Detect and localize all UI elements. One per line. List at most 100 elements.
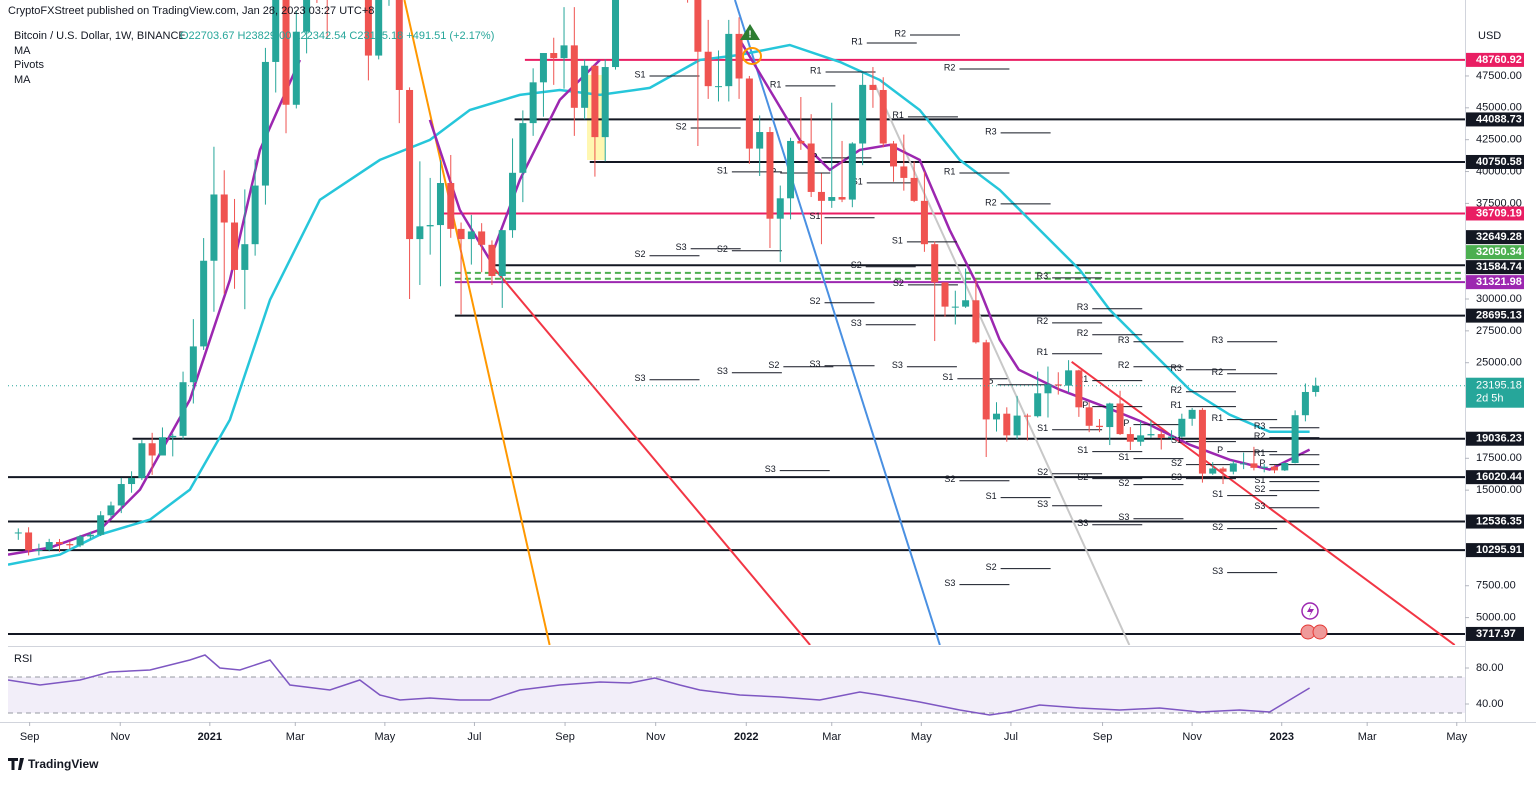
candle-body	[570, 45, 578, 108]
x-tick-label: Sep	[20, 731, 40, 743]
x-tick-label: Nov	[110, 731, 130, 743]
candle-body	[447, 183, 455, 229]
candle-body	[1126, 434, 1134, 442]
price-label: 23195.18	[1476, 380, 1522, 392]
pivot-label: S1	[634, 69, 645, 79]
indicator: Pivots	[14, 59, 44, 71]
candle-body	[1075, 370, 1083, 408]
candle-body	[1157, 434, 1165, 438]
y-tick-label: 40.00	[1476, 698, 1504, 710]
level-label: 31321.98	[1476, 276, 1522, 288]
indicator: MA	[14, 45, 31, 57]
candle-body	[787, 140, 795, 199]
y-tick-label: 27500.00	[1476, 325, 1522, 337]
x-tick-label: Mar	[822, 731, 841, 743]
candle-body	[488, 244, 496, 277]
candle-body	[694, 0, 702, 52]
candle-body	[1250, 463, 1258, 468]
trendline	[1071, 361, 1456, 645]
candle-body	[1023, 415, 1031, 417]
pivot-label: R1	[1170, 400, 1182, 410]
candle-body	[982, 342, 990, 420]
event-flag[interactable]	[1312, 624, 1328, 640]
pivot-label: S1	[1077, 445, 1088, 455]
candle-body	[1219, 468, 1227, 472]
event-bolt	[1307, 605, 1314, 617]
candle-body	[272, 0, 280, 62]
published: CryptoFXStreet published on TradingView.…	[8, 5, 374, 17]
level-box	[1466, 230, 1524, 245]
level-box	[1466, 154, 1524, 169]
level-label: 36709.19	[1476, 207, 1522, 219]
candle-body	[292, 31, 300, 105]
x-tick-label: May	[911, 731, 932, 743]
candle-body	[25, 532, 33, 551]
pivot-label: R3	[1212, 335, 1224, 345]
candle-body	[714, 86, 722, 88]
candle-body	[436, 183, 444, 226]
candle-body	[478, 231, 486, 245]
candle-body	[1240, 463, 1248, 465]
x-tick-label: Sep	[1093, 731, 1113, 743]
candle-body	[1013, 415, 1021, 436]
level-label: 16020.44	[1476, 471, 1523, 483]
candle-body	[395, 0, 403, 90]
level-label: 48760.92	[1476, 54, 1522, 66]
candle-body	[601, 67, 609, 138]
candle-body	[848, 143, 856, 200]
pivot-label: S2	[634, 249, 645, 259]
pivot-label: S2	[893, 278, 904, 288]
candle-body	[581, 65, 589, 108]
level-label: 32050.34	[1476, 246, 1523, 258]
level-label: 40750.58	[1476, 156, 1522, 168]
pivot-label: R3	[1170, 363, 1182, 373]
pivot-label: S3	[1171, 472, 1182, 482]
candle-body	[457, 228, 465, 240]
candle-body	[1095, 425, 1103, 428]
candle-body	[1198, 409, 1206, 474]
pivot-label: S3	[1077, 518, 1088, 528]
x-tick-label: Sep	[555, 731, 575, 743]
candle-body	[76, 536, 84, 546]
candle-body	[261, 61, 269, 186]
candle-body	[797, 140, 805, 144]
pivot-label: S1	[892, 235, 903, 245]
candle-body	[1054, 384, 1062, 386]
pivot-label: R3	[1037, 271, 1049, 281]
pivot-label: R2	[1037, 316, 1049, 326]
y-tick-label: 30000.00	[1476, 293, 1522, 305]
y-tick-label: 37500.00	[1476, 197, 1522, 209]
level-label: 31584.74	[1476, 261, 1523, 273]
pivot-label: S3	[1254, 501, 1265, 511]
level-label: 10295.91	[1476, 544, 1522, 556]
candle-body	[66, 544, 74, 546]
pivot-label: R2	[1212, 367, 1224, 377]
candle-body	[910, 177, 918, 201]
pivot-label: S3	[851, 318, 862, 328]
candle-body	[179, 382, 187, 436]
ohlc: O22703.67 H23829.00 L22342.54 C23195.18 …	[180, 30, 494, 42]
pivot-label: S2	[986, 562, 997, 572]
candle-body	[1301, 391, 1309, 416]
candle-body	[838, 197, 846, 200]
candle-body	[560, 45, 568, 59]
candle-body	[200, 260, 208, 347]
y-tick-label: 7500.00	[1476, 580, 1516, 592]
candle-body	[539, 53, 547, 83]
moving-average	[8, 43, 1310, 566]
candle-body	[158, 437, 166, 456]
event-ring	[742, 47, 762, 65]
currency: USD	[1478, 30, 1501, 42]
pivot-label: S2	[676, 121, 687, 131]
candle-body	[704, 51, 712, 87]
pivot-label: S1	[1254, 475, 1265, 485]
footer: TradingView	[28, 757, 99, 771]
candle-body	[1147, 434, 1155, 436]
y-tick-label: 42500.00	[1476, 134, 1522, 146]
pivot-label: S3	[1118, 512, 1129, 522]
candle-body	[416, 226, 424, 240]
candle-body	[1178, 418, 1186, 437]
x-tick-label: Mar	[1358, 731, 1377, 743]
pivot-label: S2	[768, 360, 779, 370]
price-pane: R1 R2 S1 R1 R2 R1 S2 R3 R1 S1 P P S1 R1 R2 S1 S1 S3 S2 S2 S2…	[8, 0, 1465, 645]
